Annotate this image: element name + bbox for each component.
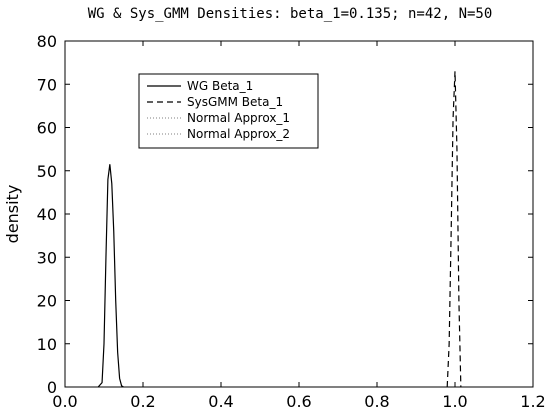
y-axis-label: density (3, 185, 22, 244)
x-tick-label: 0.6 (286, 392, 311, 411)
axis-ticks (64, 40, 534, 388)
y-axis-label-group: density (3, 185, 22, 244)
legend-label: WG Beta_1 (187, 79, 253, 93)
x-tick-label: 1.2 (520, 392, 545, 411)
legend-label: SysGMM Beta_1 (187, 95, 283, 109)
x-tick-label: 1.0 (442, 392, 467, 411)
x-tick-label: 0.4 (208, 392, 233, 411)
y-tick-label: 10 (37, 335, 57, 354)
y-tick-label: 40 (37, 205, 57, 224)
y-tick-label: 30 (37, 248, 57, 267)
chart-title: WG & Sys_GMM Densities: beta_1=0.135; n=… (88, 6, 493, 22)
x-tick-label: 0.2 (130, 392, 155, 411)
series-line-0 (97, 164, 124, 388)
series-line-1 (446, 71, 462, 388)
y-tick-label: 50 (37, 162, 57, 181)
x-tick-label: 0.8 (364, 392, 389, 411)
y-tick-label: 60 (37, 119, 57, 138)
legend: WG Beta_1 SysGMM Beta_1 Normal Approx_1 Nor… (138, 73, 319, 149)
axis-tick-labels: 0.0 0.2 0.4 0.6 0.8 1.0 1.2 0 10 20 30 40 50 60 70 80 (37, 32, 546, 411)
y-tick-label: 20 (37, 292, 57, 311)
legend-label: Normal Approx_1 (187, 111, 290, 125)
y-tick-label: 80 (37, 32, 57, 51)
x-tick-label: 0.0 (52, 392, 77, 411)
legend-label: Normal Approx_2 (187, 127, 290, 141)
y-tick-label: 0 (47, 378, 57, 397)
y-tick-label: 70 (37, 75, 57, 94)
data-series (97, 71, 462, 388)
